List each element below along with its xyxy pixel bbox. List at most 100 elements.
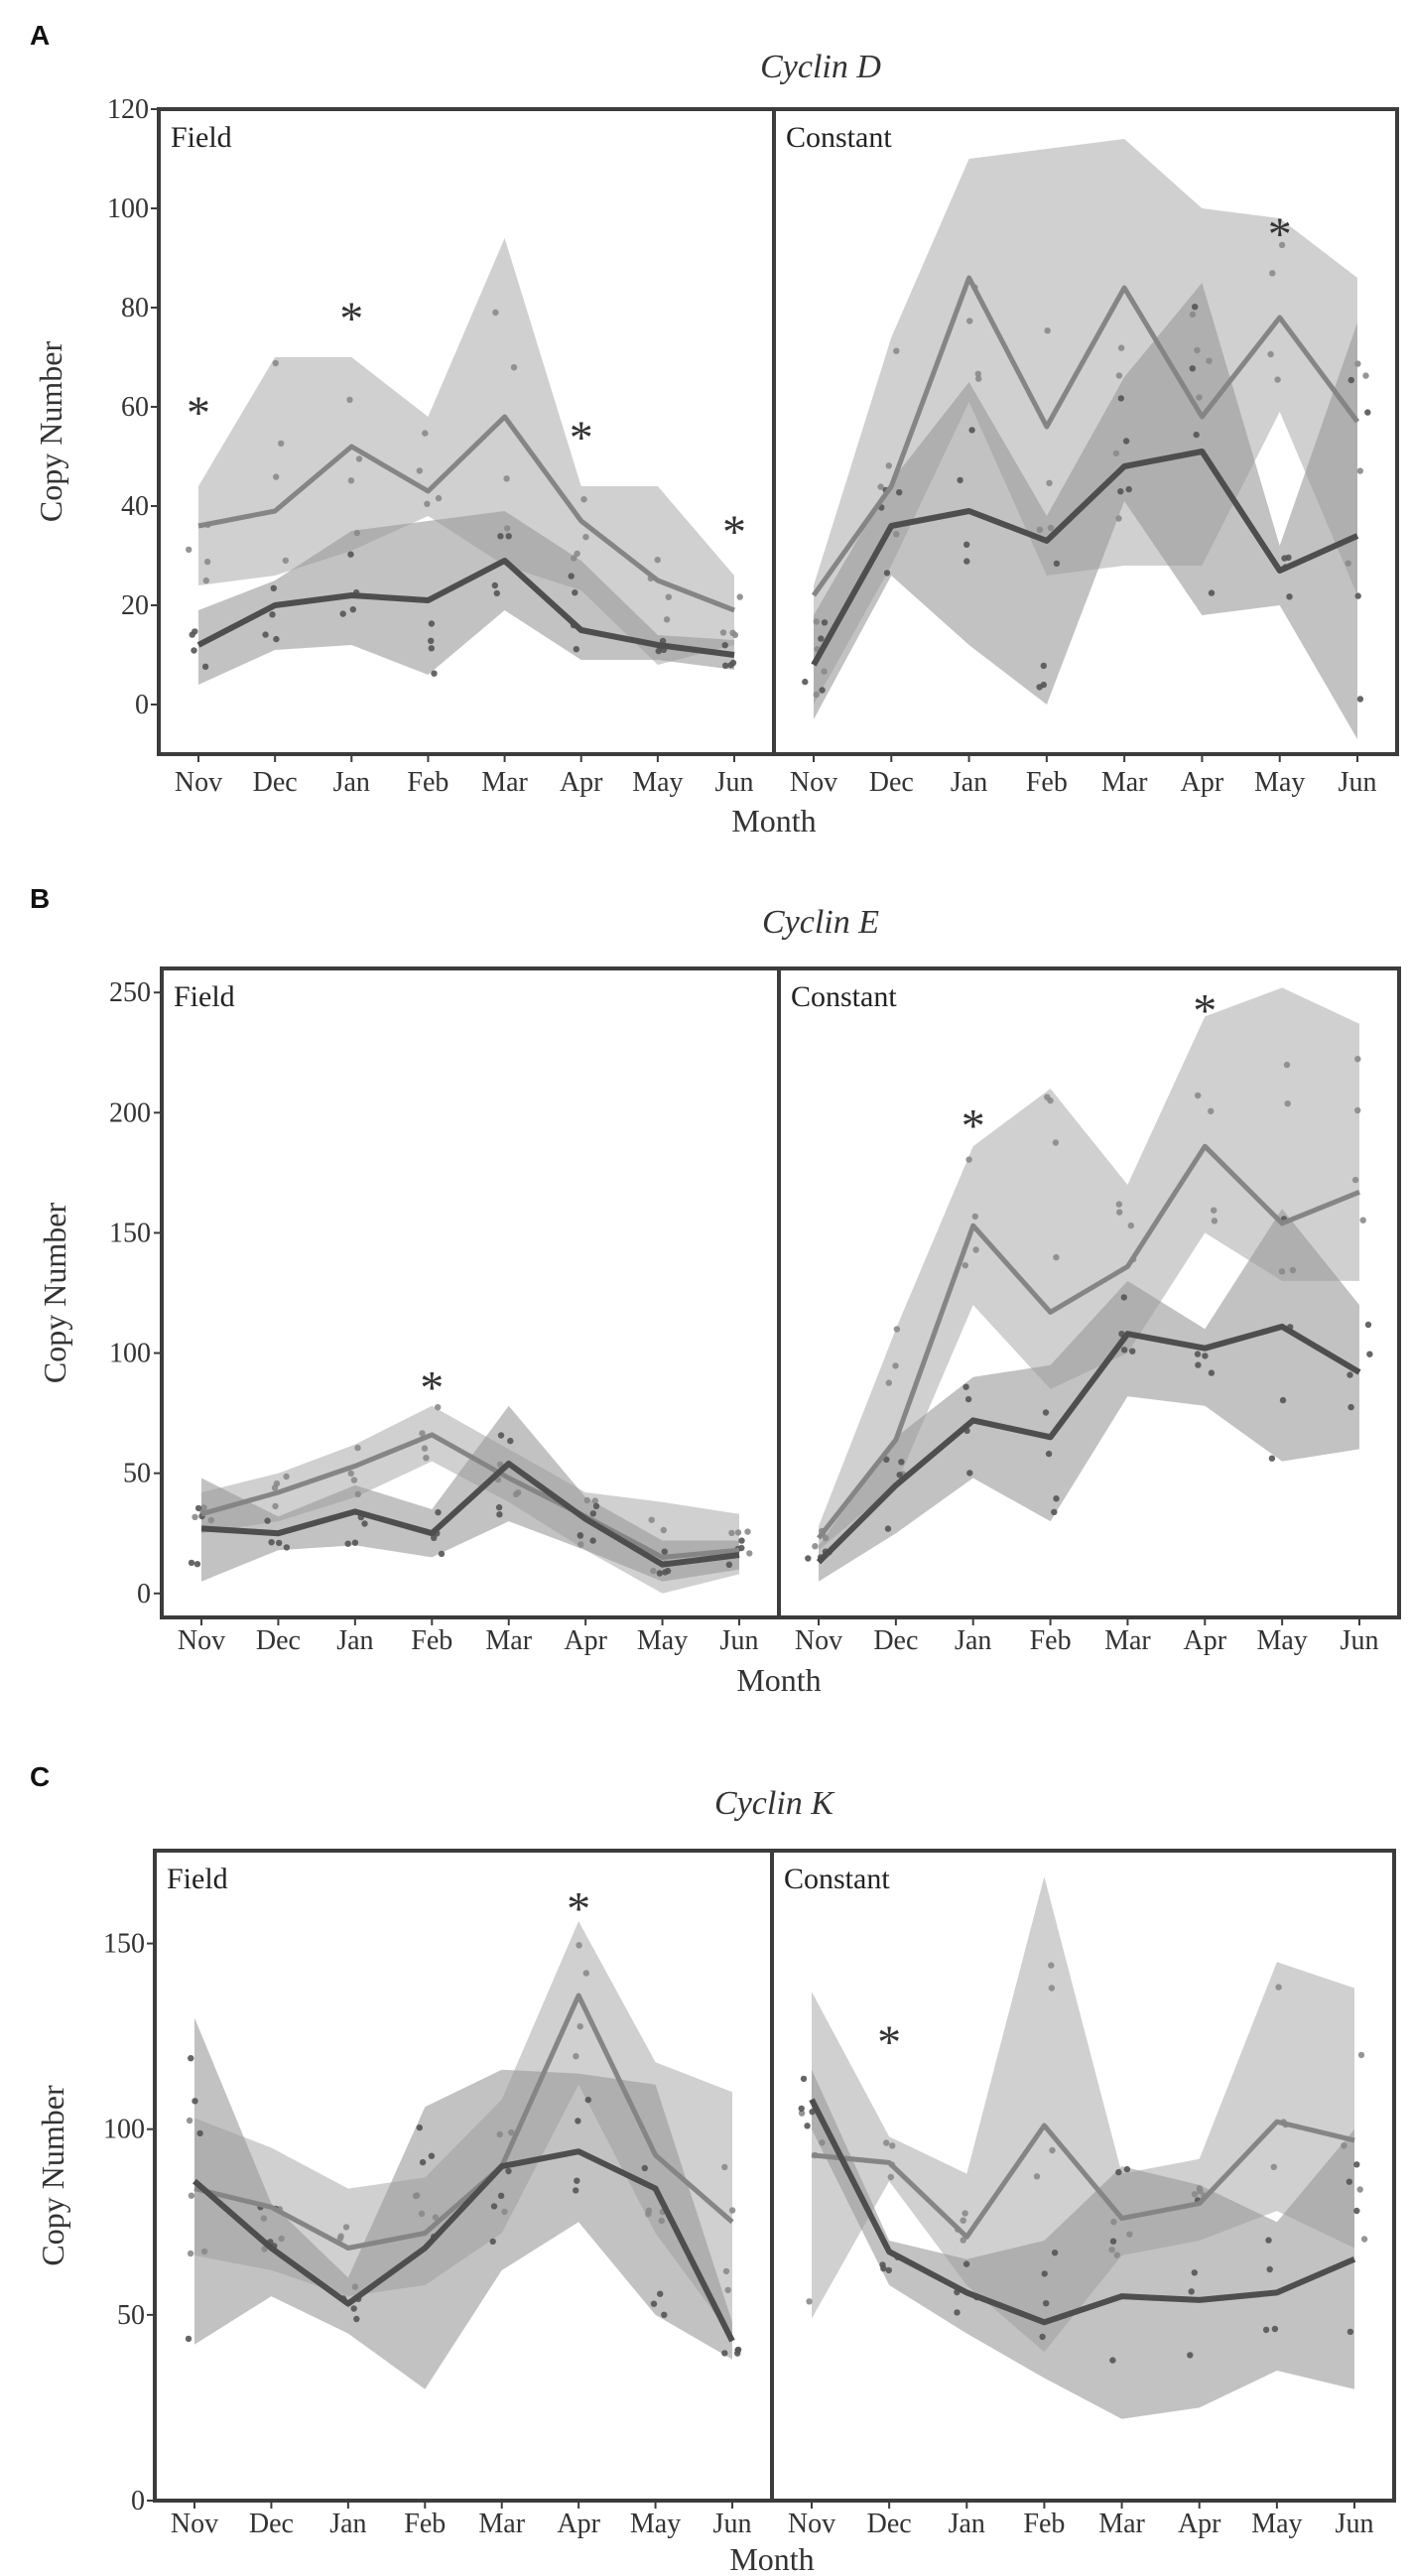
x-tick-label: May [1256, 1625, 1307, 1656]
data-point-dark [339, 610, 346, 617]
x-tick-label: Apr [564, 1625, 607, 1656]
data-point-light [728, 1529, 735, 1537]
data-point-light [492, 309, 499, 317]
data-point-dark [1364, 409, 1371, 416]
data-point-light [1033, 2173, 1041, 2180]
x-axis-label: Month [729, 2541, 814, 2576]
data-point-dark [821, 619, 829, 626]
data-point-dark [966, 1470, 973, 1477]
data-point-light [573, 2053, 579, 2060]
data-point-dark [349, 606, 356, 613]
x-tick-label: Jan [955, 1625, 991, 1656]
y-tick-label: 200 [109, 1097, 151, 1128]
series-line-dark [196, 558, 735, 658]
data-point-dark [1366, 1351, 1373, 1357]
data-point-light [576, 1942, 582, 1949]
data-point-dark [273, 635, 280, 643]
data-point-light [1052, 1139, 1060, 1146]
data-point-dark [650, 2300, 658, 2307]
data-point-light [893, 1326, 901, 1333]
facet-title: Constant [784, 1863, 890, 1895]
data-point-light [744, 1528, 751, 1535]
data-point-light [1053, 1253, 1060, 1261]
data-point-dark [963, 541, 970, 548]
data-point-light [503, 475, 510, 482]
data-point-dark [962, 1383, 969, 1390]
data-point-dark [727, 662, 734, 669]
data-point-dark [1045, 1450, 1053, 1458]
data-point-light [722, 2267, 730, 2275]
data-point-dark [431, 670, 438, 677]
x-tick-label: Jan [951, 767, 987, 798]
data-point-light [972, 1246, 979, 1253]
data-point-dark [880, 2264, 887, 2272]
x-tick-label: May [632, 767, 683, 798]
band-dark [814, 283, 1357, 739]
data-point-light [1196, 394, 1203, 401]
data-point-dark [188, 2055, 194, 2062]
data-point-light [1354, 1106, 1361, 1114]
data-point-light [577, 2023, 583, 2030]
y-tick-label: 100 [107, 193, 149, 224]
data-point-dark [954, 2309, 961, 2316]
data-point-light [821, 668, 828, 675]
data-point-dark [1281, 555, 1288, 562]
x-tick-label: Jun [713, 2509, 752, 2539]
data-point-light [746, 1550, 753, 1557]
data-point-light [966, 318, 973, 324]
data-point-dark [493, 589, 500, 597]
data-point-light [272, 1502, 279, 1510]
data-point-dark [505, 533, 512, 540]
data-point-dark [1117, 395, 1125, 402]
data-point-dark [192, 2098, 198, 2105]
data-point-dark [1202, 1352, 1209, 1359]
x-tick-label: Nov [790, 767, 837, 798]
data-point-dark [1208, 589, 1216, 596]
data-point-light [650, 1567, 657, 1575]
data-point-dark [1354, 592, 1361, 599]
data-point-light [580, 496, 587, 503]
data-point-light [1354, 360, 1361, 367]
data-point-light [1117, 344, 1125, 351]
data-point-dark [1364, 1321, 1372, 1329]
x-tick-label: Nov [788, 2509, 835, 2539]
data-point-light [346, 396, 353, 404]
data-point-dark [276, 1539, 283, 1547]
y-tick-label: 120 [107, 94, 149, 125]
facet-title: Field [174, 980, 235, 1013]
data-point-light [419, 1430, 426, 1437]
data-point-dark [1053, 560, 1061, 568]
data-point-dark [194, 1504, 202, 1512]
x-tick-label: Jun [1341, 1625, 1379, 1656]
data-point-light [1351, 1176, 1359, 1184]
data-point-light [665, 593, 672, 600]
data-point-light [207, 1516, 214, 1524]
y-tick-label: 0 [131, 2486, 145, 2516]
data-point-dark [575, 2118, 581, 2125]
x-tick-label: Feb [404, 2509, 446, 2539]
data-point-light [423, 1455, 430, 1462]
data-point-light [965, 1156, 972, 1163]
data-point-light [1208, 1107, 1215, 1115]
data-point-dark [1117, 488, 1124, 495]
series-line-light [817, 1143, 1360, 1540]
x-tick-label: Jun [1339, 767, 1377, 798]
data-point-light [355, 455, 363, 462]
data-point-dark [657, 2290, 664, 2297]
data-point-dark [1356, 696, 1364, 703]
series-line-light [811, 2119, 1355, 2240]
data-point-light [1274, 376, 1281, 383]
data-point-light [1036, 526, 1044, 533]
x-tick-label: Dec [873, 1625, 918, 1656]
data-point-light [353, 529, 360, 537]
data-point-dark [1043, 2300, 1050, 2307]
data-point-light [960, 2217, 966, 2224]
band-dark [201, 1405, 739, 1582]
data-point-dark [734, 2346, 742, 2354]
data-point-dark [804, 2123, 811, 2129]
facet-title: Field [171, 121, 232, 154]
y-tick-label: 50 [117, 2300, 145, 2331]
data-point-dark [431, 1534, 438, 1542]
data-point-light [582, 534, 589, 541]
data-point-light [877, 483, 884, 490]
